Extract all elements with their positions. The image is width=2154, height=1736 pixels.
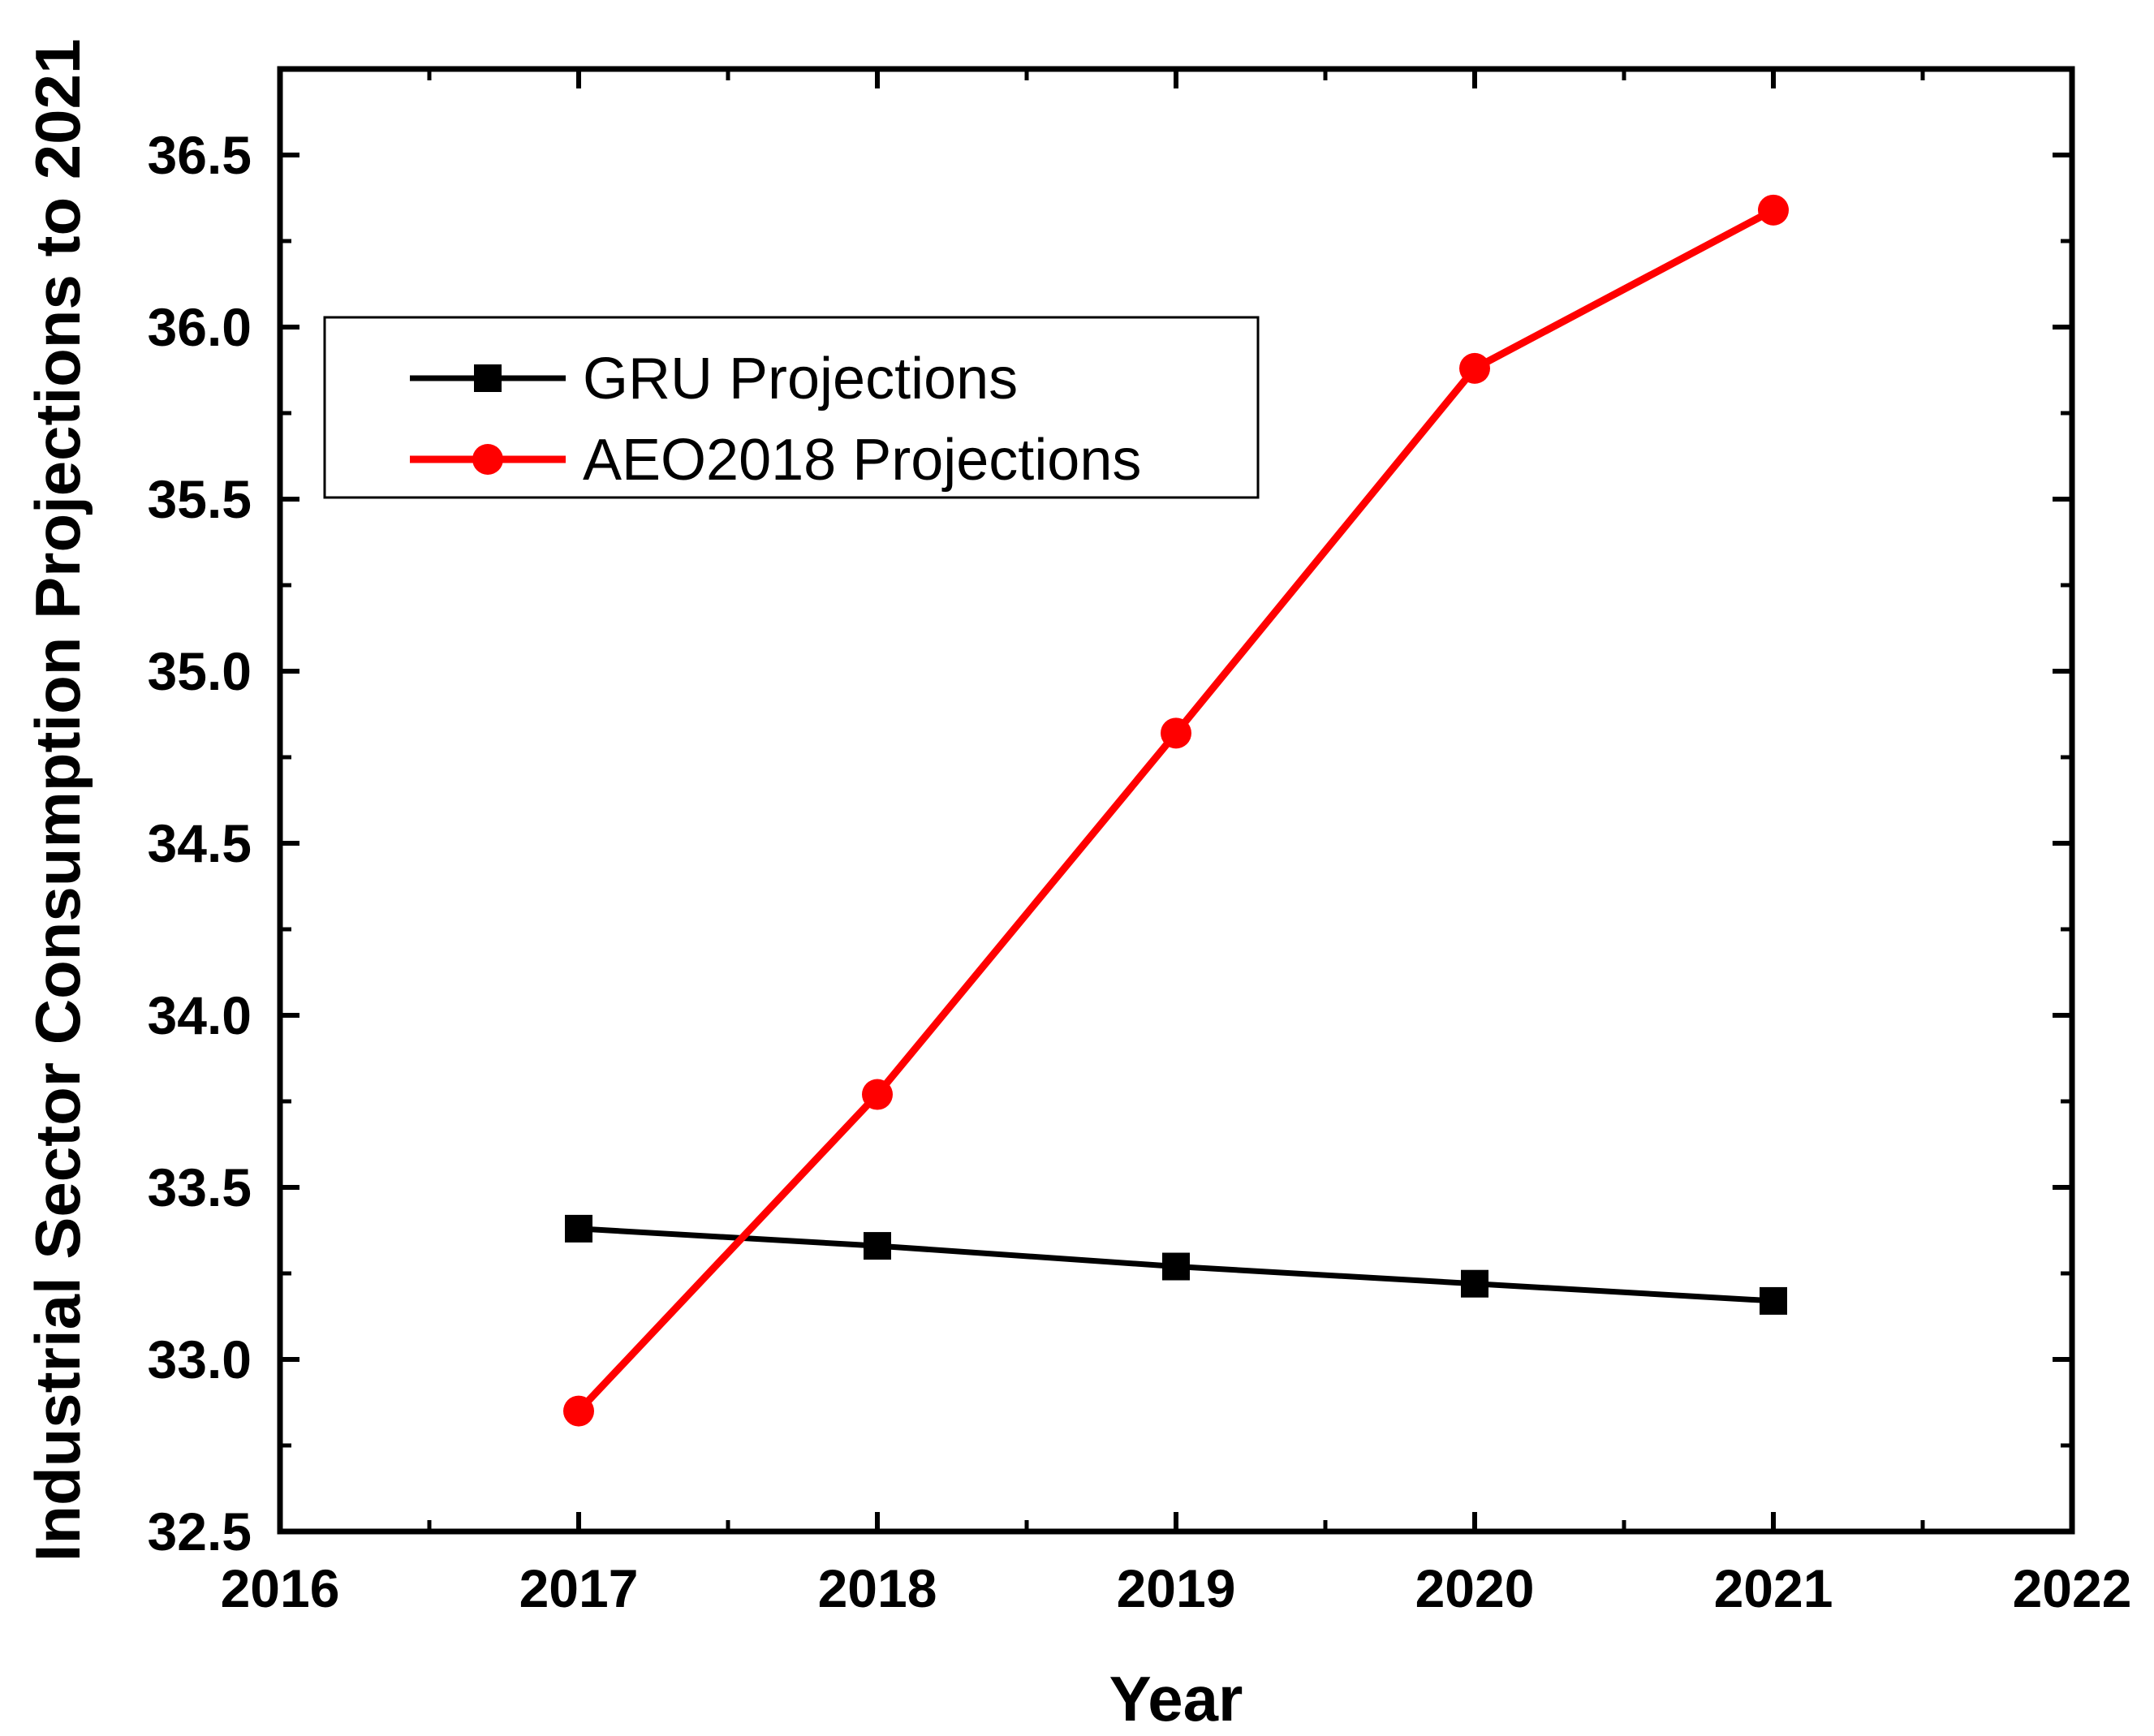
data-point-gru [1461,1269,1488,1298]
data-point-gru [565,1214,592,1243]
data-point-gru [1760,1286,1787,1315]
x-tick-label: 2016 [221,1558,340,1618]
legend-marker-aeo2018 [472,444,503,475]
y-tick-label: 33.0 [148,1329,252,1389]
series-aeo2018 [563,194,1789,1427]
legend-entry-aeo2018: AEO2018 Projections [410,428,1141,493]
y-tick-label: 34.0 [148,985,252,1045]
y-axis-title: Industrial Sector Consumption Projection… [22,39,93,1562]
legend-label-gru: GRU Projections [583,347,1018,411]
y-tick-label: 32.5 [148,1501,252,1562]
y-tick-label: 35.0 [148,641,252,701]
data-point-gru [864,1232,891,1260]
plot-frame [277,66,2075,1535]
x-tick-label: 2022 [2013,1558,2132,1618]
y-tick-label: 33.5 [148,1157,252,1217]
data-point-aeo2018 [1161,717,1191,749]
x-tick-label: 2021 [1714,1558,1833,1618]
legend-entry-gru: GRU Projections [410,347,1018,411]
x-axis-title: Year [1109,1663,1243,1734]
data-point-aeo2018 [1758,194,1789,226]
series-layer [563,194,1789,1427]
x-tick-label: 2020 [1415,1558,1535,1618]
data-point-gru [1162,1252,1190,1281]
x-tick-labels: 2016 2017 2018 2019 2020 2021 2022 [221,1558,2132,1618]
y-tick-label: 36.5 [148,125,252,185]
legend-label-aeo2018: AEO2018 Projections [583,428,1141,493]
x-tick-label: 2017 [519,1558,639,1618]
y-tick-label: 35.5 [148,469,252,529]
legend: GRU Projections AEO2018 Projections [323,316,1260,499]
x-tick-label: 2018 [818,1558,937,1618]
data-point-aeo2018 [563,1395,594,1427]
data-point-aeo2018 [1459,352,1490,384]
legend-marker-gru [474,364,502,392]
data-point-aeo2018 [862,1079,893,1110]
series-gru [565,1214,1787,1315]
legend-entries: GRU Projections AEO2018 Projections [410,347,1141,493]
y-tick-labels: 32.5 33.0 33.5 34.0 34.5 35.0 35.5 36.0 36.5 [148,125,252,1562]
y-tick-label: 36.0 [148,297,252,357]
y-tick-label: 34.5 [148,813,252,873]
x-tick-label: 2019 [1117,1558,1236,1618]
